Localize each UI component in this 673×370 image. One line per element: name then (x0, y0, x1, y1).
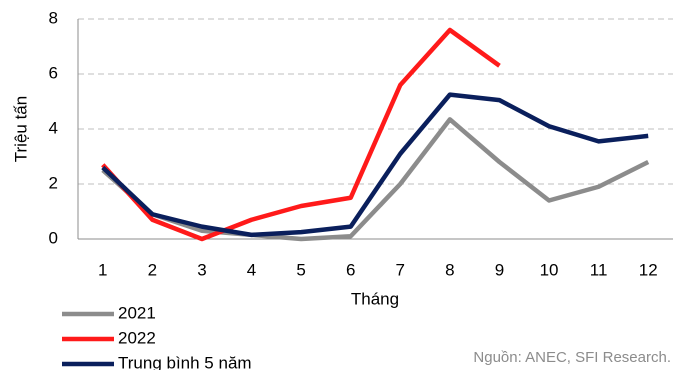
x-tick-label: 5 (296, 260, 305, 279)
series-line (101, 92, 649, 238)
legend-label: 2021 (118, 303, 156, 322)
x-tick-label: 8 (445, 260, 454, 279)
x-tick-label: 12 (639, 260, 658, 279)
y-tick-label: 2 (49, 173, 58, 192)
y-tick-label: 8 (49, 8, 58, 27)
series-line (101, 117, 650, 242)
x-tick-label: 1 (98, 260, 107, 279)
x-tick-label: 6 (346, 260, 355, 279)
source: Nguồn: ANEC, SFI Research. (473, 349, 671, 366)
x-tick-label: 10 (540, 260, 559, 279)
x-tick-label: 9 (495, 260, 504, 279)
y-tick-label: 0 (49, 228, 58, 247)
y-tick-label: 6 (49, 63, 58, 82)
x-tick-label: 11 (590, 260, 608, 279)
y-axis-label: Triệu tấn (11, 96, 30, 162)
y-tick-label: 4 (49, 118, 58, 137)
x-tick-label: 2 (148, 260, 157, 279)
legend-label: Trung bình 5 năm (118, 353, 252, 370)
legend-label: 2022 (118, 328, 156, 347)
x-tick-label: 7 (396, 260, 405, 279)
series-line (101, 27, 501, 242)
x-axis-label: Tháng (351, 289, 399, 308)
x-tick-label: 4 (247, 260, 256, 279)
x-tick-label: 3 (197, 260, 206, 279)
